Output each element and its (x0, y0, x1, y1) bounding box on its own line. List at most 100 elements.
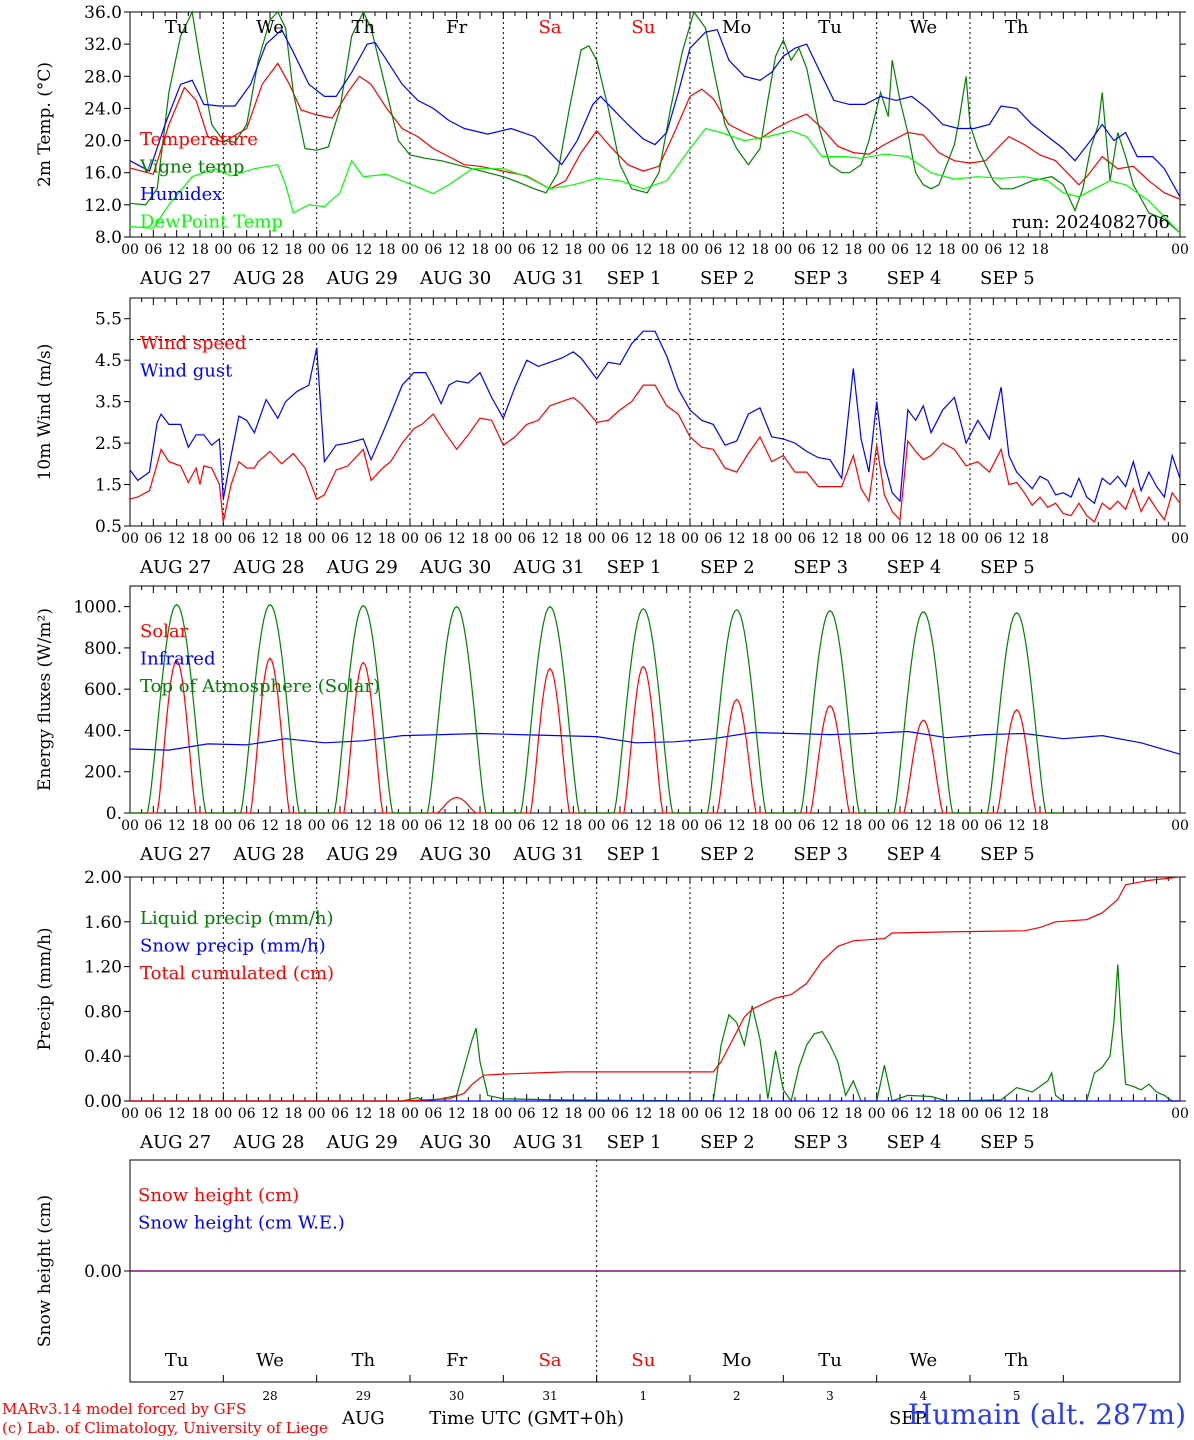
y-tick-label: 1.20 (84, 958, 122, 978)
hour-tick-label: 06 (984, 242, 1002, 258)
footer-lab-credit: (c) Lab. of Climatology, University of L… (2, 1419, 328, 1437)
weekday-label-bottom: Th (352, 1350, 376, 1371)
hour-tick-label: 00 (308, 818, 326, 834)
hour-tick-label: 06 (238, 1106, 256, 1122)
hour-tick-label: 12 (1008, 531, 1026, 547)
hour-tick-label: 00 (961, 1106, 979, 1122)
date-label: SEP 4 (887, 844, 942, 865)
hour-tick-label: 12 (168, 818, 186, 834)
y-tick-label: 12.0 (84, 196, 122, 216)
hour-tick-label: 18 (751, 1106, 769, 1122)
hour-tick-label: 06 (704, 818, 722, 834)
hour-tick-label: 00 (868, 531, 886, 547)
weekday-label-top: We (909, 17, 937, 38)
hour-tick-label: 12 (1008, 1106, 1026, 1122)
hour-tick-label: 18 (284, 242, 302, 258)
y-tick-label: 0. (106, 804, 122, 824)
hour-tick-label: 12 (261, 1106, 279, 1122)
y-tick-label: 0.00 (84, 1092, 122, 1112)
legend-entry: Wind speed (140, 333, 246, 354)
legend-entry: DewPoint Temp (140, 212, 283, 233)
hour-tick-label: 00 (121, 242, 139, 258)
hour-tick-label: 18 (658, 1106, 676, 1122)
hour-tick-label: 18 (471, 818, 489, 834)
hour-tick-label: 12 (914, 818, 932, 834)
run-label: run: 2024082706 (1012, 212, 1170, 233)
date-label: SEP 1 (607, 557, 662, 578)
hour-tick-label: 00 (961, 818, 979, 834)
y-tick-label: 2.00 (84, 868, 122, 888)
hour-tick-label: 00 (681, 531, 699, 547)
y-tick-label: 8.0 (95, 228, 122, 248)
hour-tick-label: 00 (961, 242, 979, 258)
y-tick-label: 0.40 (84, 1047, 122, 1067)
day-number-label: 3 (826, 1389, 834, 1403)
hour-tick-label: 00 (121, 531, 139, 547)
date-label: AUG 31 (512, 1132, 584, 1153)
legend-entry: Humidex (140, 184, 222, 205)
hour-tick-label: 06 (424, 818, 442, 834)
weekday-label-top: Su (631, 17, 655, 38)
hour-tick-label: 18 (564, 818, 582, 834)
y-axis-label: Snow height (cm) (35, 1195, 55, 1347)
hour-tick-label: 18 (564, 531, 582, 547)
hour-tick-label: 06 (611, 531, 629, 547)
hour-tick-label: 12 (354, 1106, 372, 1122)
hour-tick-label: 06 (518, 242, 536, 258)
hour-tick-label: 00 (214, 818, 232, 834)
hour-tick-label: 18 (564, 242, 582, 258)
hour-tick-label: 00 (308, 242, 326, 258)
legend-entry: Total cumulated (cm) (140, 963, 334, 984)
month-label: SEP (889, 1408, 927, 1429)
hour-tick-label: 18 (938, 818, 956, 834)
hour-tick-label: 06 (611, 242, 629, 258)
date-label: SEP 2 (700, 268, 755, 289)
hour-tick-label: 06 (891, 242, 909, 258)
y-axis-label: 2m Temp. (°C) (35, 62, 55, 187)
date-label: AUG 31 (512, 268, 584, 289)
hour-tick-label: 12 (261, 818, 279, 834)
date-label: SEP 4 (887, 268, 942, 289)
hour-tick-label: 06 (144, 1106, 162, 1122)
hour-tick-label: 18 (844, 818, 862, 834)
legend-entry: Snow height (cm W.E.) (138, 1213, 345, 1234)
weekday-label-bottom: Fr (446, 1350, 467, 1371)
hour-tick-label: 06 (984, 818, 1002, 834)
hour-tick-label: 06 (891, 1106, 909, 1122)
hour-tick-label: 18 (844, 1106, 862, 1122)
day-number-label: 28 (262, 1389, 277, 1403)
hour-tick-label: 18 (284, 818, 302, 834)
series-line (129, 384, 1181, 523)
hour-tick-label: 18 (751, 818, 769, 834)
y-tick-label: 800. (84, 639, 122, 659)
y-tick-label: 1.60 (84, 913, 122, 933)
x-axis-title: Time UTC (GMT+0h) (429, 1408, 624, 1429)
y-tick-label: 0.00 (84, 1262, 122, 1282)
hour-tick-label: 18 (938, 1106, 956, 1122)
date-label: AUG 27 (139, 557, 211, 578)
date-label: SEP 5 (980, 268, 1035, 289)
weekday-label-bottom: Sa (538, 1350, 561, 1371)
y-tick-label: 32.0 (84, 35, 122, 55)
date-label: SEP 1 (607, 844, 662, 865)
hour-tick-label: 12 (354, 242, 372, 258)
hour-tick-label: 06 (798, 242, 816, 258)
hour-tick-label: 00 (1171, 1106, 1189, 1122)
hour-tick-label: 18 (378, 242, 396, 258)
hour-tick-label: 18 (1031, 531, 1049, 547)
date-label: AUG 31 (512, 844, 584, 865)
hour-tick-label: 18 (658, 818, 676, 834)
hour-tick-label: 12 (354, 818, 372, 834)
hour-tick-label: 06 (518, 531, 536, 547)
series-line (129, 127, 1181, 234)
hour-tick-label: 06 (144, 242, 162, 258)
hour-tick-label: 00 (214, 531, 232, 547)
series-line (130, 603, 1063, 814)
hour-tick-label: 12 (821, 242, 839, 258)
hour-tick-label: 12 (448, 1106, 466, 1122)
date-label: SEP 5 (980, 557, 1035, 578)
date-label: AUG 28 (232, 1132, 304, 1153)
hour-tick-label: 12 (728, 531, 746, 547)
weekday-label-bottom: Th (1005, 1350, 1029, 1371)
